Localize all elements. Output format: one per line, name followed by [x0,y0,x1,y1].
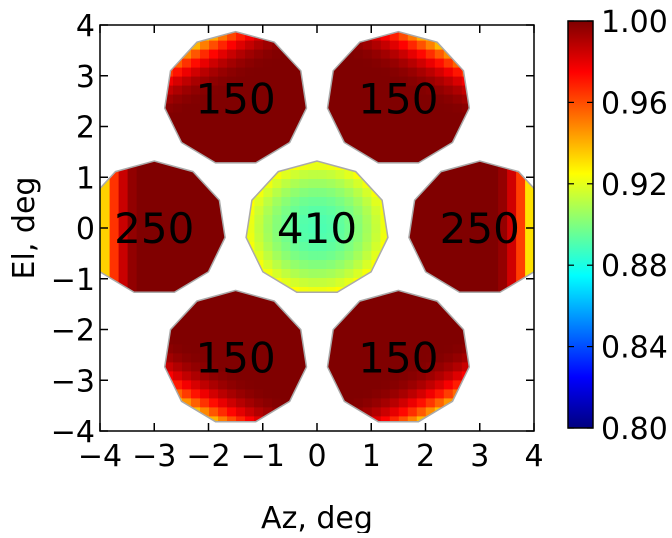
region-label: 150 [196,333,276,382]
y-tick-label: −2 [51,314,95,349]
y-tick-label: 4 [76,9,95,44]
colorbar-tick-label: 0.80 [601,412,668,447]
y-tick-label: −1 [51,263,95,298]
region-label: 150 [358,333,438,382]
colorbar-tick-label: 1.00 [601,5,668,40]
region-label: 410 [277,204,357,253]
x-tick-label: 1 [362,439,381,474]
x-tick-label: −1 [241,439,285,474]
region-label: 150 [358,75,438,124]
x-axis-label: Az, deg [261,501,373,533]
y-axis-label: El, deg [7,177,42,280]
x-tick-label: 2 [416,439,435,474]
colorbar-tick-label: 0.96 [601,86,668,121]
y-tick-label: 3 [76,60,95,95]
region-label: 250 [440,204,520,253]
region-label: 150 [196,75,276,124]
colorbar-tick-label: 0.84 [601,331,668,366]
colorbar-tick-label: 0.88 [601,249,668,284]
colorbar [568,21,593,428]
colorbar-tick-label: 0.92 [601,168,668,203]
y-tick-label: 0 [76,212,95,247]
y-tick-label: 2 [76,111,95,146]
y-tick-label: −4 [51,415,95,450]
x-tick-label: 4 [524,439,543,474]
x-tick-label: −3 [132,439,176,474]
x-tick-label: 0 [307,439,326,474]
region-label: 250 [114,204,194,253]
y-tick-label: 1 [76,161,95,196]
x-tick-label: −2 [186,439,230,474]
y-tick-label: −3 [51,364,95,399]
x-tick-label: 3 [470,439,489,474]
